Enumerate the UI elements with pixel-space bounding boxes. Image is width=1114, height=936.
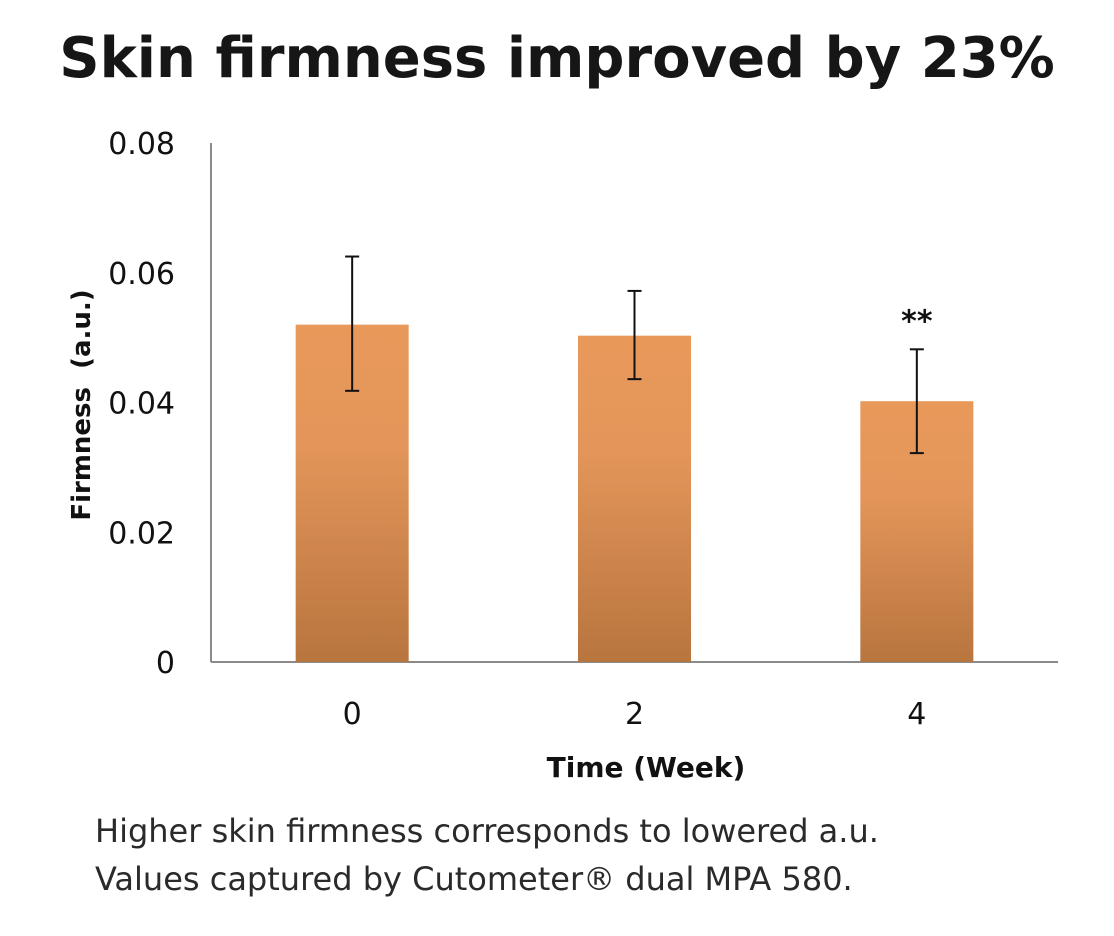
y-tick-label: 0.06 <box>108 257 175 292</box>
x-tick-label: 4 <box>907 697 926 732</box>
bar <box>578 335 691 662</box>
y-tick-label: 0 <box>156 646 175 681</box>
caption-line-2: Values captured by Cutometer® dual MPA 5… <box>95 860 853 898</box>
x-tick-label: 0 <box>343 697 362 732</box>
y-tick-label: 0.04 <box>108 387 175 422</box>
y-axis-label: Firmness (a.u.) <box>67 289 97 520</box>
y-tick-label: 0.08 <box>108 127 175 162</box>
caption-line-1: Higher skin firmness corresponds to lowe… <box>95 812 879 850</box>
plot-area: 0 0.02 0.04 0.06 0.08 0 2 ** 4 <box>108 127 1058 732</box>
bar-chart: 0 0.02 0.04 0.06 0.08 0 2 ** 4 Firmness (a.u.) T… <box>67 127 1058 784</box>
x-axis-label: Time (Week) <box>547 751 746 784</box>
x-tick-label: 2 <box>625 697 644 732</box>
significance-marker: ** <box>901 304 933 339</box>
y-tick-label: 0.02 <box>108 516 175 551</box>
chart-title: Skin firmness improved by 23% <box>59 26 1055 91</box>
